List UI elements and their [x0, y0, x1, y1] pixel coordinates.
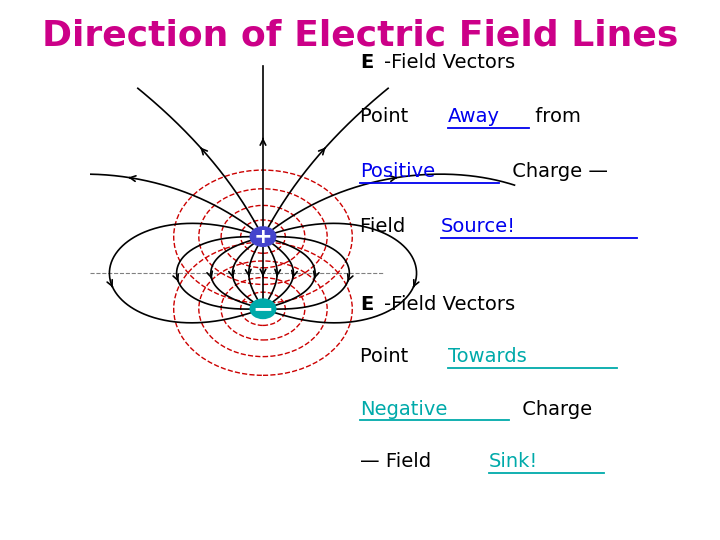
- Text: E: E: [360, 295, 373, 314]
- Text: E: E: [360, 52, 373, 72]
- Text: Source!: Source!: [441, 217, 516, 235]
- Text: Point: Point: [360, 107, 415, 126]
- Circle shape: [251, 227, 275, 246]
- Text: Towards: Towards: [448, 347, 527, 366]
- Circle shape: [251, 300, 275, 318]
- Text: — Field: — Field: [360, 452, 437, 471]
- Text: -Field Vectors: -Field Vectors: [384, 52, 515, 72]
- Text: Field: Field: [360, 217, 412, 235]
- Text: Away: Away: [448, 107, 500, 126]
- Text: Charge —: Charge —: [505, 162, 608, 181]
- Text: -Field Vectors: -Field Vectors: [384, 295, 515, 314]
- Text: −: −: [253, 297, 274, 321]
- Text: Direction of Electric Field Lines: Direction of Electric Field Lines: [42, 19, 678, 53]
- Text: Negative: Negative: [360, 400, 447, 419]
- Text: Positive: Positive: [360, 162, 435, 181]
- Text: Point: Point: [360, 347, 415, 366]
- Text: Sink!: Sink!: [489, 452, 538, 471]
- Text: from: from: [529, 107, 581, 126]
- Text: +: +: [253, 227, 272, 247]
- Text: Charge: Charge: [516, 400, 592, 419]
